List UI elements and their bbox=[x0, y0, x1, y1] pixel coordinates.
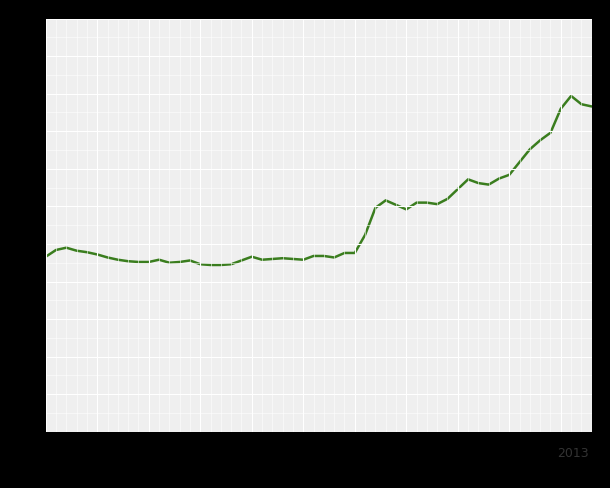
Text: 2013: 2013 bbox=[557, 447, 589, 460]
